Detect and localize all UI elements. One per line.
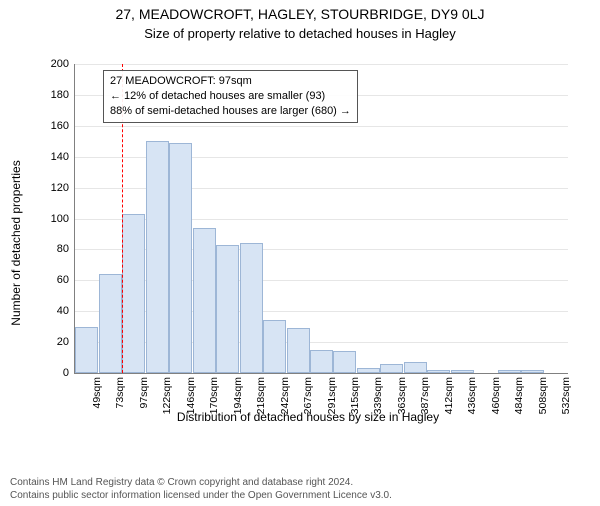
x-tick-label: 194sqm — [232, 377, 244, 414]
x-tick-label: 339sqm — [372, 377, 384, 414]
x-tick-label: 218sqm — [255, 377, 267, 414]
histogram-bar — [240, 243, 263, 373]
x-tick-label: 242sqm — [279, 377, 291, 414]
histogram-bar — [193, 228, 216, 373]
histogram-bar — [498, 370, 521, 373]
histogram-bar — [521, 370, 544, 373]
y-tick-label: 0 — [63, 367, 75, 379]
y-axis-label: Number of detached properties — [9, 160, 23, 325]
y-tick-label: 140 — [51, 151, 75, 163]
x-tick-label: 146sqm — [185, 377, 197, 414]
histogram-bar — [357, 368, 380, 373]
x-tick-label: 484sqm — [513, 377, 525, 414]
histogram-bar — [216, 245, 239, 373]
chart-container: Number of detached properties 0204060801… — [38, 58, 578, 428]
x-tick-label: 532sqm — [560, 377, 572, 414]
x-tick-label: 97sqm — [138, 377, 150, 409]
histogram-bar — [146, 141, 169, 373]
chart-subtitle: Size of property relative to detached ho… — [0, 26, 600, 41]
histogram-bar — [310, 350, 333, 373]
plot-area: 02040608010012014016018020049sqm73sqm97s… — [74, 64, 568, 374]
x-tick-label: 412sqm — [443, 377, 455, 414]
x-tick-label: 363sqm — [396, 377, 408, 414]
x-tick-label: 267sqm — [302, 377, 314, 414]
attribution: Contains HM Land Registry data © Crown c… — [10, 477, 392, 502]
x-tick-label: 315sqm — [349, 377, 361, 414]
grid-line — [75, 126, 568, 127]
histogram-bar — [169, 143, 192, 373]
histogram-bar — [451, 370, 474, 373]
x-axis-label: Distribution of detached houses by size … — [38, 410, 578, 424]
y-tick-label: 40 — [57, 305, 75, 317]
x-tick-label: 508sqm — [537, 377, 549, 414]
x-tick-label: 436sqm — [466, 377, 478, 414]
chart-title: 27, MEADOWCROFT, HAGLEY, STOURBRIDGE, DY… — [0, 6, 600, 22]
y-tick-label: 180 — [51, 89, 75, 101]
x-tick-label: 122sqm — [161, 377, 173, 414]
y-tick-label: 60 — [57, 274, 75, 286]
annotation-line-3: 88% of semi-detached houses are larger (… — [110, 104, 351, 119]
histogram-bar — [75, 327, 98, 373]
y-tick-label: 100 — [51, 213, 75, 225]
histogram-bar — [122, 214, 145, 373]
y-tick-label: 200 — [51, 58, 75, 70]
attribution-line-2: Contains public sector information licen… — [10, 490, 392, 503]
annotation-line-1: 27 MEADOWCROFT: 97sqm — [110, 74, 351, 89]
grid-line — [75, 64, 568, 65]
attribution-line-1: Contains HM Land Registry data © Crown c… — [10, 477, 392, 490]
x-tick-label: 387sqm — [419, 377, 431, 414]
histogram-bar — [287, 328, 310, 373]
histogram-bar — [263, 320, 286, 373]
x-tick-label: 460sqm — [490, 377, 502, 414]
x-tick-label: 170sqm — [208, 377, 220, 414]
y-tick-label: 120 — [51, 182, 75, 194]
histogram-bar — [404, 362, 427, 373]
x-tick-label: 49sqm — [91, 377, 103, 409]
x-tick-label: 73sqm — [114, 377, 126, 409]
y-tick-label: 80 — [57, 243, 75, 255]
y-tick-label: 20 — [57, 336, 75, 348]
histogram-bar — [333, 351, 356, 373]
histogram-bar — [380, 364, 403, 373]
y-tick-label: 160 — [51, 120, 75, 132]
annotation-box: 27 MEADOWCROFT: 97sqm← 12% of detached h… — [103, 70, 358, 123]
annotation-line-2: ← 12% of detached houses are smaller (93… — [110, 89, 351, 104]
histogram-bar — [99, 274, 122, 373]
x-tick-label: 291sqm — [326, 377, 338, 414]
histogram-bar — [427, 370, 450, 373]
